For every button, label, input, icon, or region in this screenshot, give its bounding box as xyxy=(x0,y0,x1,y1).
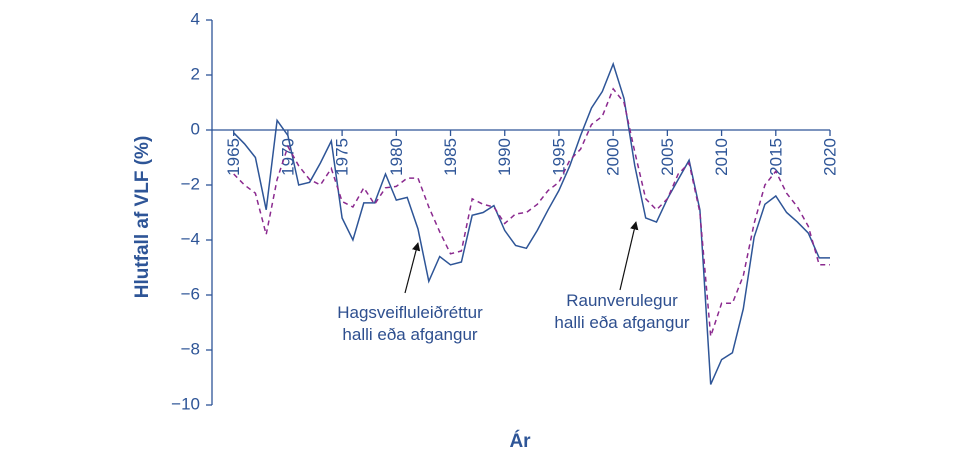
y-tick-label: −4 xyxy=(181,229,200,248)
y-tick-label: −8 xyxy=(181,339,200,358)
y-tick-label: 4 xyxy=(191,9,200,28)
x-tick-label: 1975 xyxy=(333,138,352,176)
y-tick-label: 0 xyxy=(191,119,200,138)
x-tick-label: 1970 xyxy=(278,138,297,176)
x-axis-title: Ár xyxy=(509,430,531,452)
line-series xyxy=(233,87,830,337)
annotation: Raunverulegur xyxy=(566,291,678,310)
x-tick-label: 2015 xyxy=(766,138,785,176)
line-series xyxy=(233,61,830,385)
y-tick-label: 2 xyxy=(191,64,200,83)
x-tick-label: 1985 xyxy=(441,138,460,176)
x-tick-label: 2000 xyxy=(604,138,623,176)
annotation: Hagsveifluleiðréttur xyxy=(337,303,483,322)
x-tick-label: 2020 xyxy=(820,138,839,176)
x-tick-label: 1965 xyxy=(224,138,243,176)
annotation-arrow xyxy=(619,221,639,291)
x-tick-label: 1980 xyxy=(387,138,406,176)
x-tick-label: 2005 xyxy=(658,138,677,176)
annotation-arrow xyxy=(404,242,421,294)
y-axis-title: Hlutfall af VLF (%) xyxy=(132,136,153,299)
x-tick-label: 2010 xyxy=(712,138,731,176)
y-tick-label: −6 xyxy=(181,284,200,303)
y-tick-label: −10 xyxy=(171,394,200,413)
x-tick-label: 1990 xyxy=(495,138,514,176)
x-tick-label: 1995 xyxy=(549,138,568,176)
annotation: halli eða afgangur xyxy=(342,325,478,344)
annotation: halli eða afgangur xyxy=(554,313,690,332)
y-tick-label: −2 xyxy=(181,174,200,193)
